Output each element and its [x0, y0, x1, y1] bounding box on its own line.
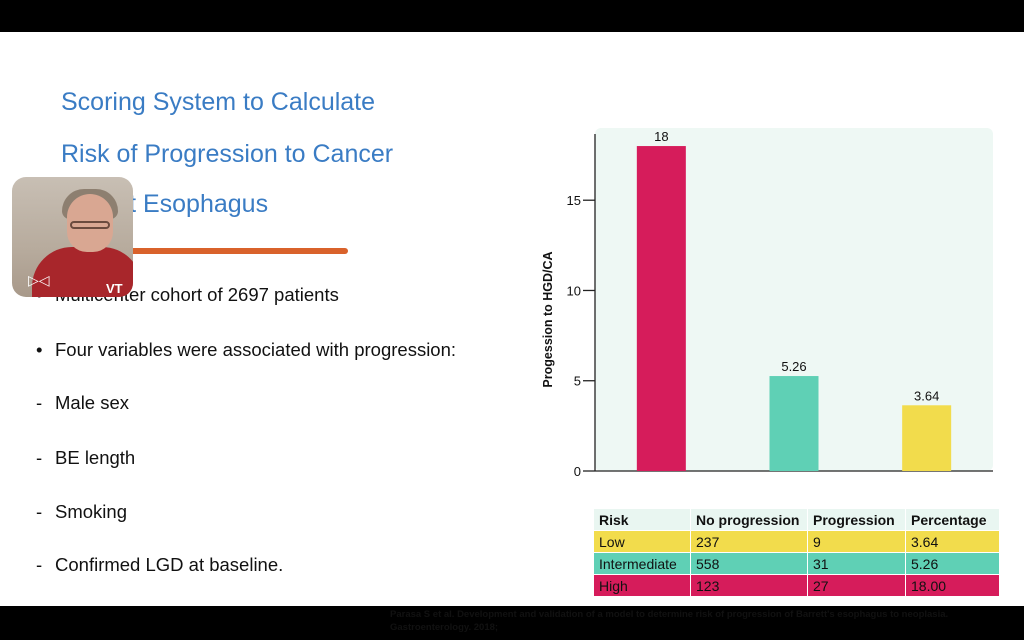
bullet-text: Smoking [55, 501, 127, 522]
table-cell: 558 [690, 552, 808, 575]
bullet-text: Male sex [55, 392, 130, 413]
slide-title-line-2: Risk of Progression to Cancer [61, 140, 394, 168]
y-tick-label: 0 [574, 464, 581, 476]
table-cell: 123 [690, 574, 808, 597]
bar [636, 146, 686, 472]
table-cell: High [594, 574, 691, 597]
bullet-mark: - [36, 501, 43, 522]
y-tick-label: 15 [567, 193, 581, 208]
table-header-cell: Risk [594, 509, 691, 531]
table-header-cell: Progression [807, 509, 906, 531]
bar-value-label: 18 [654, 129, 668, 144]
bar-value-label: 5.26 [781, 359, 806, 374]
bullet-mark: - [36, 554, 43, 575]
table-row: High 123 27 18.00 [594, 574, 1000, 597]
bullet-mark: - [36, 392, 43, 413]
citation: Parasa S et al. Development and validati… [390, 609, 949, 633]
table-cell: Intermediate [594, 552, 691, 575]
table-header-cell: No progression [690, 509, 808, 531]
y-axis-label: Progession to HGD/CA [541, 251, 555, 387]
table-header-cell: Percentage [905, 509, 1000, 531]
bullet-text: Confirmed LGD at baseline. [55, 554, 284, 575]
table-cell: 9 [807, 530, 906, 553]
split-view-icon[interactable]: ▷◁ [28, 272, 50, 288]
bullet-mark: • [36, 339, 43, 360]
table-cell: 5.26 [905, 552, 1000, 575]
table-cell: 31 [807, 552, 906, 575]
table-cell: 27 [807, 574, 906, 597]
bullet-text: BE length [55, 447, 136, 468]
risk-table: Risk No progression Progression Percenta… [594, 509, 1000, 597]
bar [902, 405, 952, 471]
table-row: Intermediate 558 31 5.26 [594, 552, 1000, 575]
bar [769, 376, 819, 471]
slide: Scoring System to Calculate Risk of Prog… [0, 32, 1024, 633]
slide-title-line-1: Scoring System to Calculate [61, 88, 376, 116]
presenter-face [67, 194, 113, 252]
presenter-glasses [70, 221, 110, 229]
y-tick-label: 5 [574, 374, 581, 389]
table-cell: 3.64 [905, 530, 1000, 553]
table-cell: 237 [690, 530, 808, 553]
bullet-text: Four variables were associated with prog… [55, 339, 457, 360]
hoodie-logo: VT [106, 281, 123, 296]
bullet-mark: - [36, 447, 43, 468]
bar-value-label: 3.64 [914, 388, 939, 403]
presenter-hoodie [32, 247, 133, 297]
table-header-row: Risk No progression Progression Percenta… [594, 509, 1000, 531]
plot-background [595, 128, 993, 471]
webcam-overlay[interactable]: VT ▷◁ [12, 177, 133, 297]
table-row: Low 237 9 3.64 [594, 530, 1000, 553]
y-tick-label: 10 [567, 283, 581, 298]
table-cell: Low [594, 530, 691, 553]
title-underline [118, 248, 348, 254]
table-cell: 18.00 [905, 574, 1000, 597]
